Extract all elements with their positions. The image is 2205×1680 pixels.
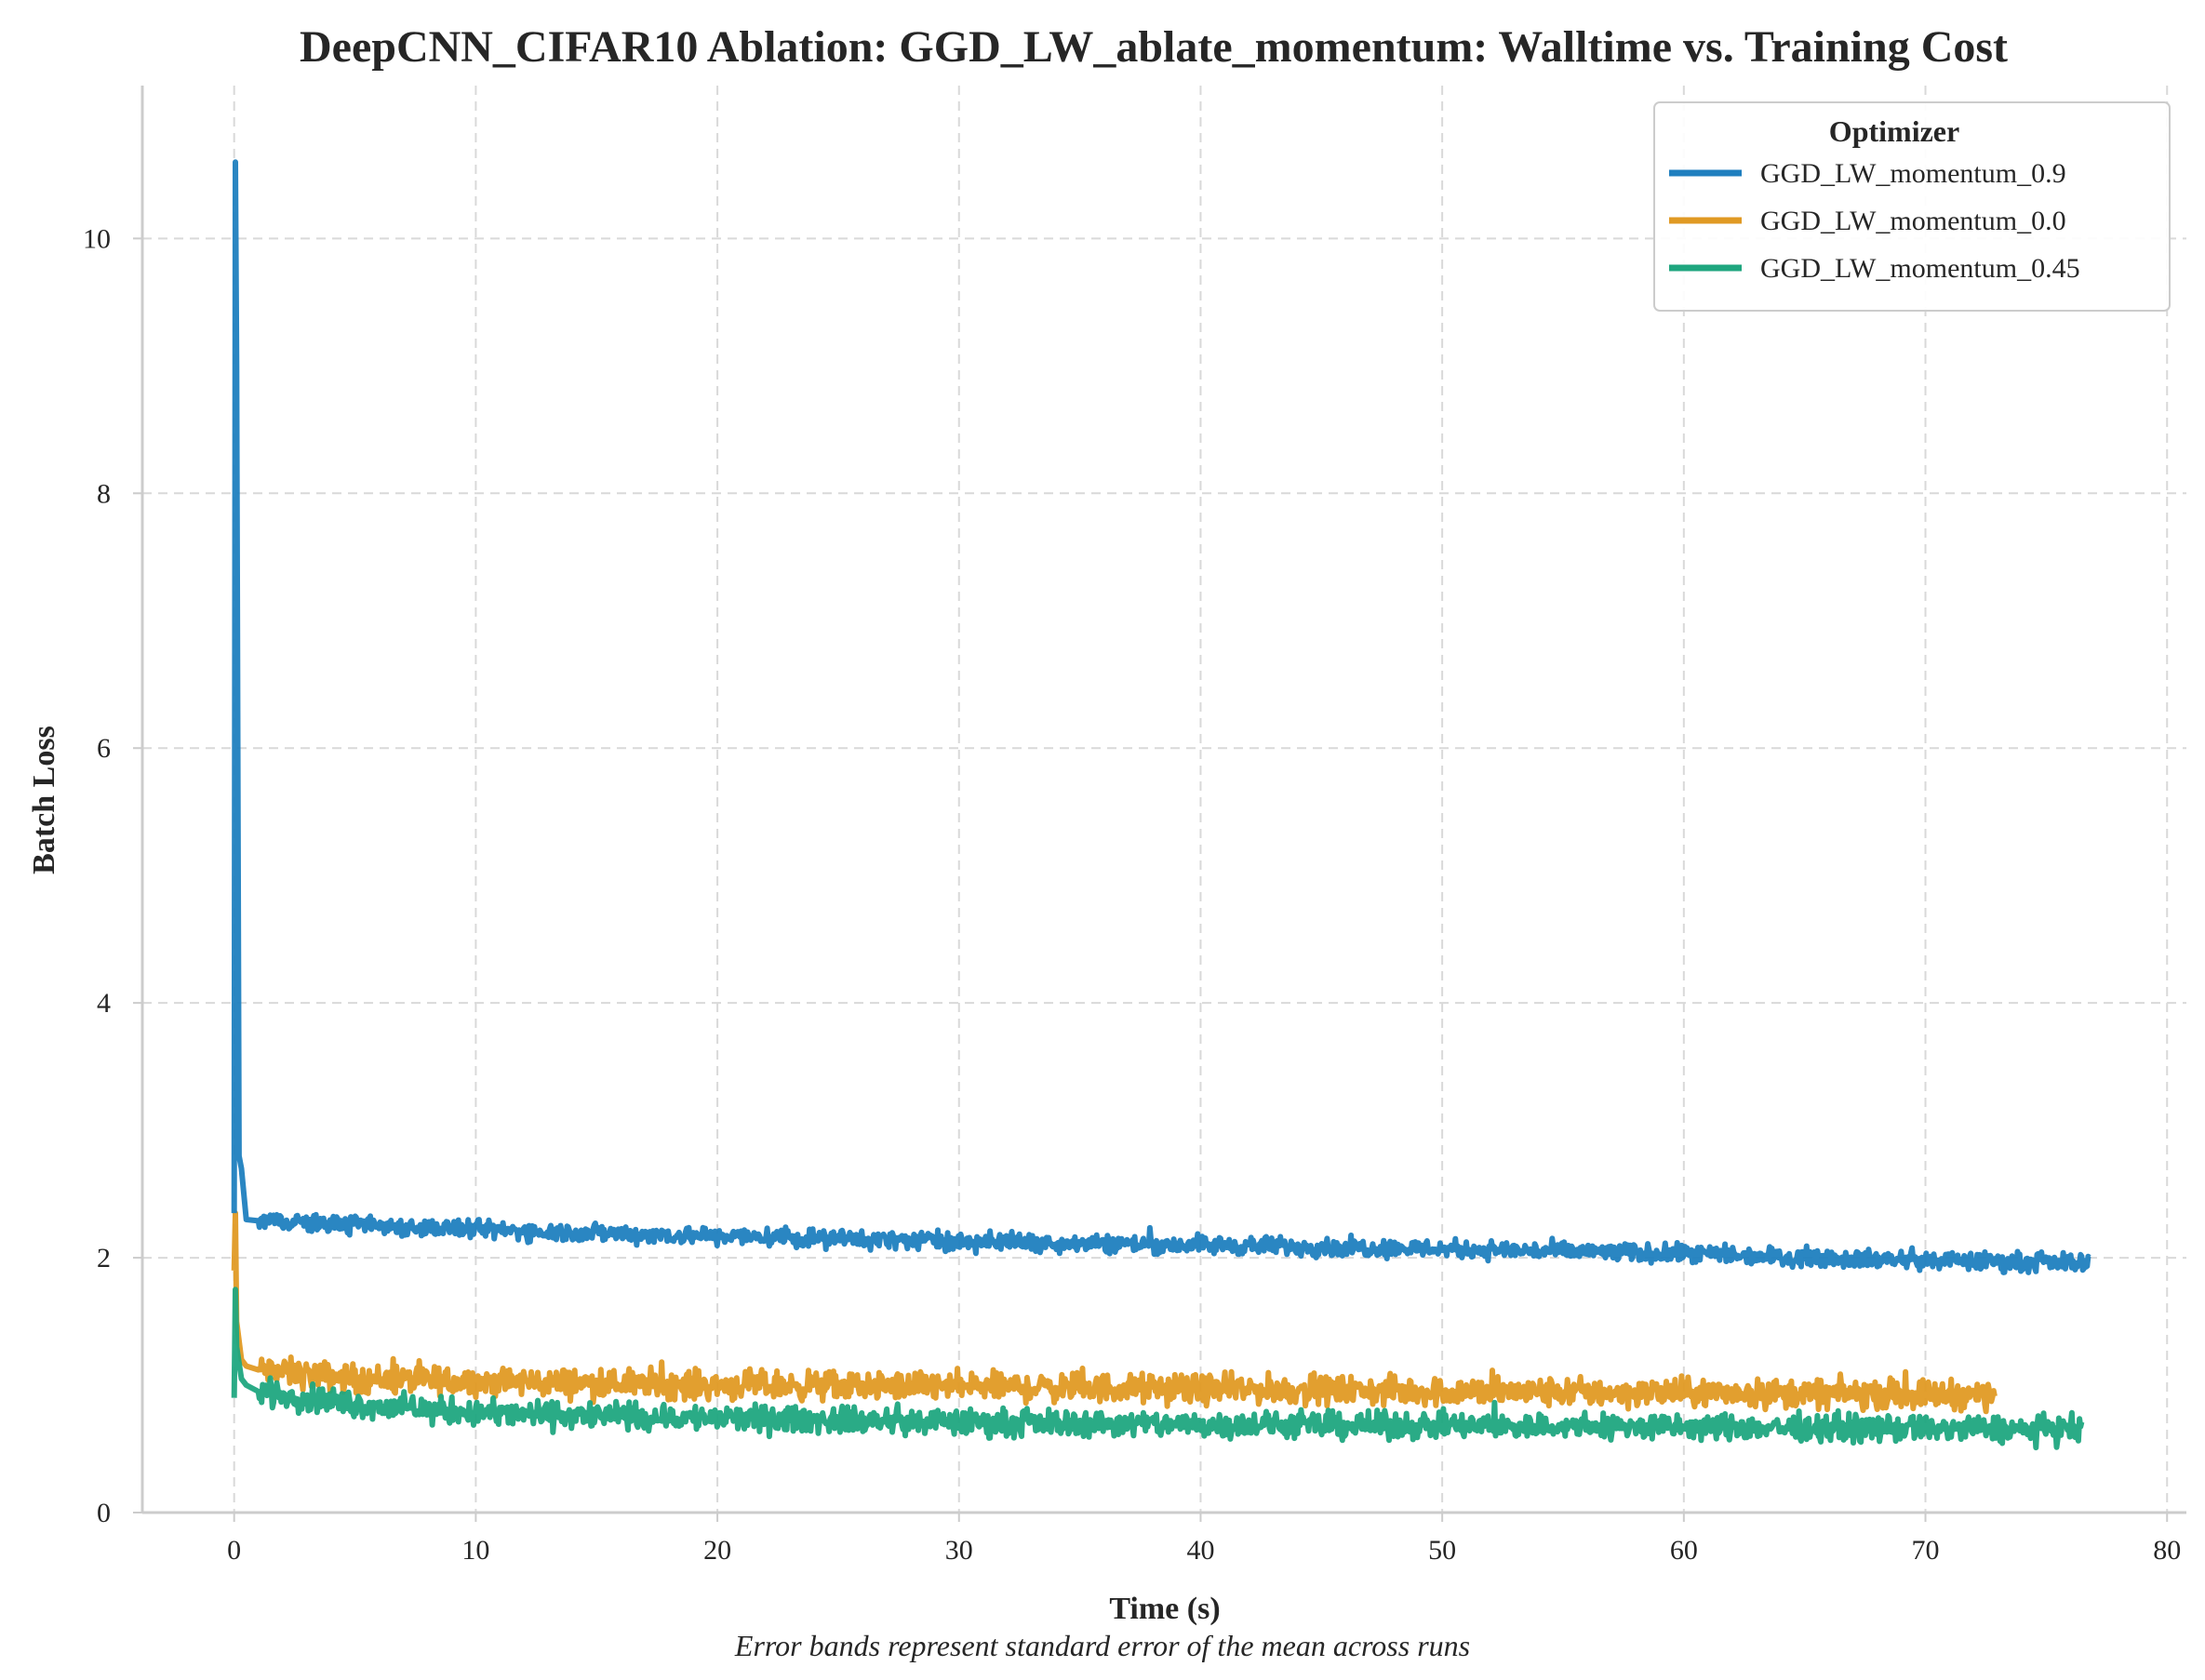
y-tick-label: 0 (97, 1498, 111, 1528)
chart-caption: Error bands represent standard error of … (734, 1629, 1470, 1662)
x-tick-label: 10 (461, 1535, 489, 1566)
x-tick-label: 70 (1912, 1535, 1940, 1566)
y-tick-label: 8 (97, 478, 111, 509)
grid-lines (142, 86, 2186, 1513)
series-line-1 (231, 1210, 1998, 1415)
legend-title: Optimizer (1829, 114, 1959, 148)
legend-box (1653, 101, 2171, 312)
x-tick-label: 80 (2153, 1535, 2181, 1566)
x-tick-label: 0 (227, 1535, 241, 1566)
legend-label: GGD_LW_momentum_0.9 (1760, 158, 2066, 189)
y-tick-label: 2 (97, 1243, 111, 1273)
x-tick-label: 50 (1428, 1535, 1456, 1566)
y-tick-label: 6 (97, 733, 111, 764)
legend-label: GGD_LW_momentum_0.0 (1760, 206, 2066, 236)
x-tick-label: 40 (1186, 1535, 1214, 1566)
x-tick-label: 60 (1670, 1535, 1698, 1566)
y-tick-label: 4 (97, 988, 111, 1019)
axes (140, 86, 2186, 1514)
legend-label: GGD_LW_momentum_0.45 (1760, 253, 2080, 284)
legend: Optimizer GGD_LW_momentum_0.9GGD_LW_mome… (1653, 101, 2171, 312)
legend-items: GGD_LW_momentum_0.9 GGD_LW_momentum_0.0 GG… (1669, 158, 2080, 284)
y-axis-label: Batch Loss (27, 726, 61, 874)
series-lines (231, 159, 2091, 1451)
y-tick-label: 10 (83, 223, 111, 254)
series-line-2 (231, 1287, 2085, 1451)
tick-labels: 0 10 20 30 40 50 60 70 80 0 2 4 6 8 10 (83, 223, 2181, 1566)
x-tick-label: 20 (703, 1535, 731, 1566)
series-line-0 (231, 159, 2091, 1275)
x-tick-label: 30 (945, 1535, 973, 1566)
x-axis-label: Time (s) (1109, 1592, 1220, 1626)
chart-title: DeepCNN_CIFAR10 Ablation: GGD_LW_ablate_… (300, 22, 2008, 72)
